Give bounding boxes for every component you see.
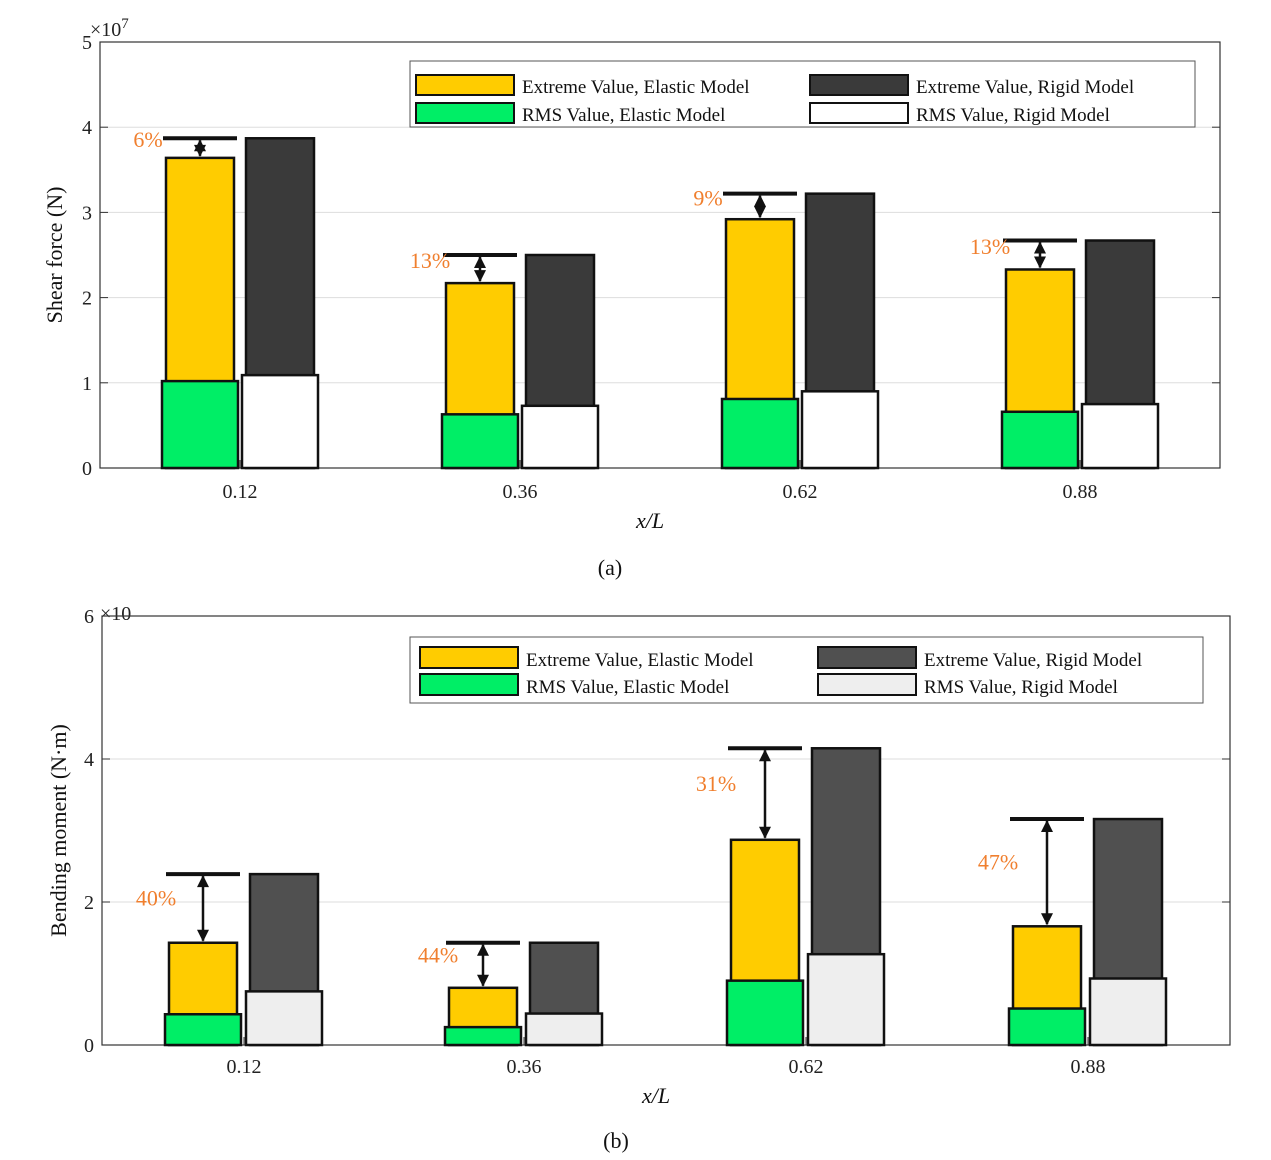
legend-swatch: [817, 646, 917, 669]
x-tick-label: 0.12: [227, 1056, 262, 1078]
arrowhead-down: [477, 974, 489, 987]
legend-swatch: [817, 673, 917, 696]
legend: Extreme Value, Elastic Model Extreme Valu…: [409, 636, 1204, 704]
legend-swatch: [415, 102, 515, 124]
x-tick-label: 0.12: [223, 481, 258, 503]
exponent-label: ×107: [90, 16, 129, 41]
x-tick-label: 0.88: [1063, 481, 1098, 503]
bar-rms-elastic: [725, 979, 805, 1047]
legend-entry-label: RMS Value, Elastic Model: [526, 677, 729, 698]
bar-rms-elastic: [443, 1025, 523, 1047]
arrowhead-down: [759, 826, 771, 839]
difference-percent-label: 44%: [418, 942, 458, 967]
difference-percent-label: 9%: [693, 185, 722, 210]
x-tick-label: 0.36: [507, 1056, 542, 1078]
legend-entry-label: RMS Value, Rigid Model: [924, 677, 1118, 698]
y-tick-label: 4: [82, 117, 92, 139]
bar-rms-elastic: [440, 413, 520, 470]
x-tick-label: 0.62: [783, 481, 818, 503]
difference-percent-label: 47%: [978, 850, 1018, 875]
legend: Extreme Value, Elastic Model Extreme Valu…: [409, 60, 1196, 128]
legend-entry-label: Extreme Value, Rigid Model: [916, 77, 1134, 98]
legend-entry-label: Extreme Value, Elastic Model: [522, 77, 750, 98]
arrowhead-up: [197, 875, 209, 888]
arrowhead-up: [477, 943, 489, 956]
panel-label: (b): [603, 1128, 629, 1153]
arrowhead-up: [1041, 820, 1053, 833]
bar-rms-rigid: [520, 404, 600, 470]
y-tick-label: 0: [84, 1035, 94, 1057]
x-axis-label: x/L: [635, 508, 664, 533]
panel-label: (a): [598, 555, 622, 580]
arrowhead-down: [1041, 913, 1053, 926]
y-tick-label: 2: [82, 288, 92, 310]
bar-rms-rigid: [524, 1012, 604, 1047]
x-tick-label: 0.62: [789, 1056, 824, 1078]
bar-rms-rigid: [806, 952, 886, 1047]
legend-entry-label: Extreme Value, Rigid Model: [924, 650, 1142, 671]
arrowhead-up: [759, 749, 771, 762]
difference-percent-label: 31%: [696, 771, 736, 796]
arrowhead-up: [1034, 241, 1046, 254]
y-tick-label: 2: [84, 892, 94, 914]
y-tick-label: 6: [84, 606, 94, 628]
arrowhead-down: [1034, 256, 1046, 269]
arrowhead-down: [754, 206, 766, 219]
bar-rms-elastic: [163, 1013, 243, 1047]
legend-box: [409, 636, 1204, 704]
difference-percent-label: 13%: [410, 248, 450, 273]
bar-rms-elastic: [720, 397, 800, 470]
difference-percent-label: 40%: [136, 885, 176, 910]
legend-entry-label: RMS Value, Rigid Model: [916, 105, 1110, 126]
difference-percent-label: 13%: [970, 234, 1010, 259]
legend-swatch: [809, 102, 909, 124]
arrowhead-down: [194, 144, 206, 157]
y-tick-label: 4: [84, 749, 94, 771]
y-axis-label: Bending moment (N·m): [46, 724, 71, 937]
bar-rms-rigid: [240, 373, 320, 470]
y-tick-label: 5: [82, 32, 92, 54]
legend-entry-label: RMS Value, Elastic Model: [522, 105, 725, 126]
bar-rms-rigid: [1080, 402, 1160, 470]
legend-swatch: [415, 74, 515, 96]
legend-box: [409, 60, 1196, 128]
bar-rms-elastic: [160, 379, 240, 470]
bar-rms-rigid: [1088, 977, 1168, 1047]
y-tick-label: 1: [82, 373, 92, 395]
y-axis-label: Shear force (N): [42, 187, 67, 324]
arrowhead-up: [754, 194, 766, 207]
arrowhead-down: [474, 270, 486, 283]
x-axis-label: x/L: [641, 1083, 670, 1108]
y-tick-label: 0: [82, 458, 92, 480]
legend-swatch: [419, 673, 519, 696]
chart-panel-a: 0 1 2 3 4 5×107 6% 0.12 13% 0.36 9% 0.62 13% 0.88 x/L S…: [42, 16, 1221, 580]
legend-entry-label: Extreme Value, Elastic Model: [526, 650, 754, 671]
bar-rms-elastic: [1000, 410, 1080, 470]
difference-percent-label: 6%: [133, 127, 162, 152]
plot-frame: [99, 41, 1221, 469]
bar-rms-rigid: [244, 990, 324, 1047]
bar-rms-elastic: [1007, 1007, 1087, 1047]
y-tick-label: 3: [82, 202, 92, 224]
arrowhead-down: [197, 929, 209, 942]
bar-rms-rigid: [800, 390, 880, 470]
x-tick-label: 0.88: [1071, 1056, 1106, 1078]
legend-swatch: [419, 646, 519, 669]
plot-frame: [101, 615, 1231, 1046]
arrowhead-up: [474, 256, 486, 268]
exponent-label: ×10: [100, 603, 131, 625]
chart-panel-b: 0 2 4 6 ×10 40% 0.12 44% 0.36 31% 0.62 47% 0.88 x/L Be…: [46, 603, 1231, 1153]
x-tick-label: 0.36: [503, 481, 538, 503]
legend-swatch: [809, 74, 909, 96]
